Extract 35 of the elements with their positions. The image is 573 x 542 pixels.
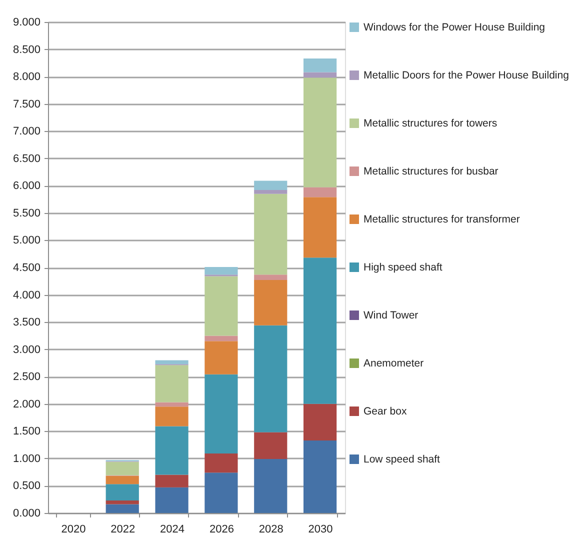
legend-label: Anemometer <box>364 357 424 370</box>
y-tick-label: 8.000 <box>12 71 40 84</box>
legend-label: Metallic structures for towers <box>364 117 498 130</box>
y-tick-label: 4.500 <box>12 262 40 274</box>
y-tick-label: 7.500 <box>12 98 40 110</box>
y-tick-label: 5.500 <box>12 207 40 220</box>
legend-label: Metallic Doors for the Power House Building <box>364 69 570 82</box>
x-tick-label: 2026 <box>209 524 234 536</box>
y-tick-label: 3.000 <box>12 344 40 356</box>
y-tick-label: 2.000 <box>12 398 40 410</box>
legend-label: Metallic structures for transformer <box>364 213 520 226</box>
legend-label: Low speed shaft <box>364 453 440 466</box>
y-tick-label: 1.500 <box>12 426 40 438</box>
legend-label: High speed shaft <box>364 261 442 274</box>
x-tick-label: 2024 <box>160 524 185 536</box>
y-tick-label: 6.000 <box>12 180 40 192</box>
y-tick-label: 5.000 <box>12 234 40 247</box>
y-tick-label: 8.500 <box>12 44 40 56</box>
legend-label: Wind Tower <box>364 309 419 322</box>
y-tick-label: 9.000 <box>12 16 40 28</box>
legend-label: Metallic structures for busbar <box>364 165 499 178</box>
y-tick-label: 3.500 <box>12 316 40 329</box>
x-tick-label: 2030 <box>308 524 333 536</box>
legend-label: Windows for the Power House Building <box>364 21 546 34</box>
x-tick-label: 2022 <box>110 524 136 536</box>
y-tick-label: 0.000 <box>12 508 40 520</box>
y-tick-label: 1.000 <box>12 452 40 465</box>
y-tick-label: 2.500 <box>12 371 40 384</box>
y-tick-label: 4.000 <box>12 289 40 302</box>
y-tick-label: 0.500 <box>12 480 40 492</box>
y-tick-label: 6.500 <box>12 152 40 165</box>
x-tick-label: 2020 <box>61 524 86 536</box>
x-tick-label: 2028 <box>258 524 284 536</box>
legend-label: Gear box <box>364 405 408 418</box>
y-tick-label: 7.000 <box>12 126 40 138</box>
